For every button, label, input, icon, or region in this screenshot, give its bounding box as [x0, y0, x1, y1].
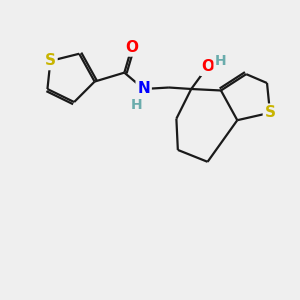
Text: O: O: [201, 59, 214, 74]
Text: S: S: [45, 53, 56, 68]
Text: O: O: [125, 40, 138, 55]
Text: H: H: [130, 98, 142, 112]
Text: N: N: [137, 82, 150, 97]
Text: S: S: [265, 105, 275, 120]
Text: H: H: [215, 54, 227, 68]
